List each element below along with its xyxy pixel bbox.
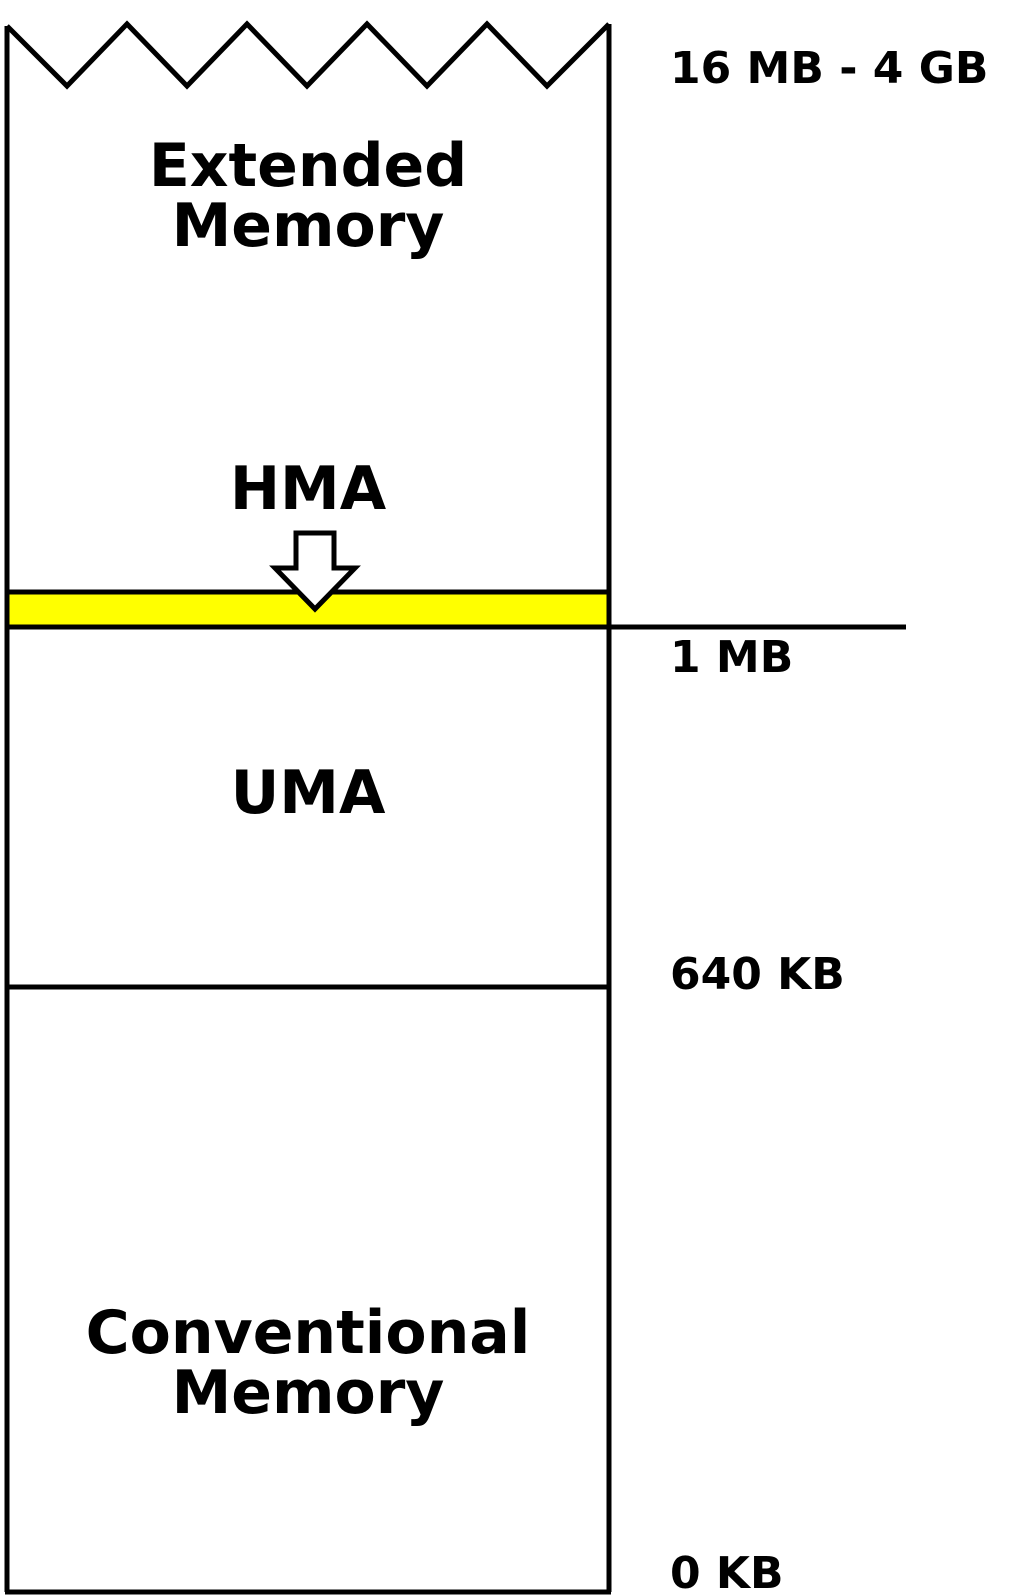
address-640kb-label: 640 KB	[670, 949, 845, 1000]
conventional-memory-label-line2: Memory	[172, 1358, 445, 1428]
down-arrow-icon	[269, 530, 361, 613]
extended-memory-label-line2: Memory	[172, 191, 445, 261]
address-1mb-label: 1 MB	[670, 632, 793, 683]
conventional-memory-label-line1: Conventional	[86, 1298, 531, 1368]
extended-memory-label-line1: Extended	[149, 131, 467, 201]
zigzag-break-icon	[5, 20, 611, 90]
address-0kb-label: 0 KB	[670, 1548, 784, 1596]
uma-label: UMA	[231, 758, 386, 828]
address-top-label: 16 MB - 4 GB	[670, 43, 988, 94]
hma-label: HMA	[230, 454, 387, 524]
